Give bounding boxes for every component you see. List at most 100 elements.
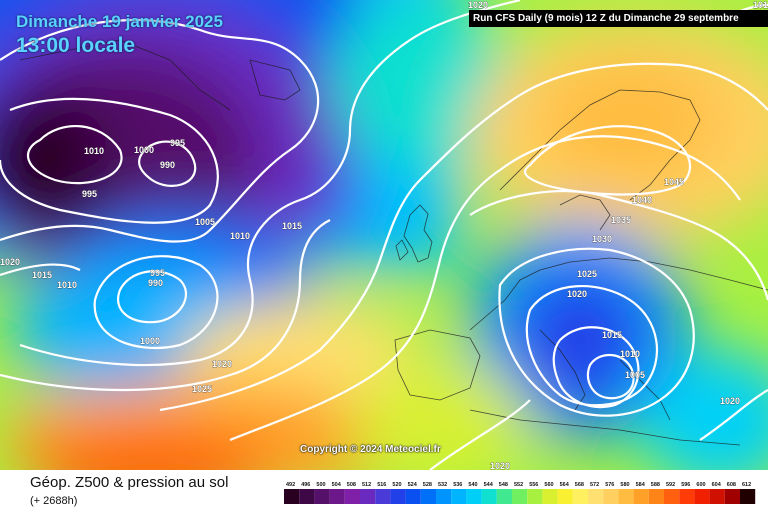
- legend-swatch: [390, 489, 406, 504]
- legend-tick-label: 576: [605, 482, 614, 488]
- legend-tick-label: 548: [499, 482, 508, 488]
- legend-swatch: [284, 489, 300, 504]
- legend-swatch: [557, 489, 573, 504]
- legend-tick-label: 516: [377, 482, 386, 488]
- legend-tick-label: 540: [468, 482, 477, 488]
- legend-tick-label: 512: [362, 482, 371, 488]
- isobar-label: 1020: [468, 0, 488, 10]
- legend-labels: 492 496 500 504 508 512 516 520 524 528 532 536 540 5…: [286, 482, 751, 488]
- legend-tick-label: 612: [742, 482, 751, 488]
- local-time: 13:00 locale: [16, 34, 136, 57]
- legend-swatch: [314, 489, 330, 504]
- isobar-label: 101: [753, 0, 768, 10]
- legend-swatch: [648, 489, 664, 504]
- product-title: Géop. Z500 & pression au sol: [30, 474, 229, 491]
- coastlines: [19, 39, 768, 446]
- legend-tick-label: 608: [727, 482, 736, 488]
- legend-tick-label: 596: [681, 482, 690, 488]
- legend-tick-label: 584: [636, 482, 646, 488]
- legend-swatch: [360, 489, 376, 504]
- isobar-labels: 1020 1010 1000 995 990 995 1005 1010 101…: [0, 0, 768, 470]
- legend-swatch: [420, 489, 436, 504]
- legend-swatch: [375, 489, 391, 504]
- legend-tick-label: 580: [620, 482, 629, 488]
- isobar-label: 1025: [577, 269, 597, 279]
- legend-tick-label: 520: [392, 482, 401, 488]
- isobar-label: 1010: [230, 231, 250, 241]
- isobar-label: 1020: [0, 257, 20, 267]
- legend-swatch: [633, 489, 649, 504]
- isobar-label: 1025: [192, 384, 212, 394]
- legend-swatch: [527, 489, 543, 504]
- geopotential-pressure-map: 1020 1010 1000 995 990 995 1005 1010 101…: [0, 0, 768, 470]
- isobar-label: 1010: [620, 349, 640, 359]
- isobar-label: 1020: [490, 461, 510, 470]
- geopotential-field: [0, 0, 768, 470]
- isobar-label: 1020: [567, 289, 587, 299]
- legend-swatch: [451, 489, 467, 504]
- legend-tick-label: 552: [514, 482, 523, 488]
- legend-swatch: [679, 489, 695, 504]
- legend-tick-label: 492: [286, 482, 295, 488]
- isobar-label: 995: [170, 138, 185, 148]
- color-scale-legend: 492 496 500 504 508 512 516 520 524 528 532 536 540 5…: [284, 482, 756, 504]
- isobar-label: 1000: [140, 336, 160, 346]
- isobar-label: 1005: [625, 370, 645, 380]
- forecast-date: Dimanche 19 janvier 2025: [16, 12, 223, 31]
- run-info: Run CFS Daily (9 mois) 12 Z du Dimanche …: [469, 10, 768, 27]
- isobar-label: 1030: [592, 234, 612, 244]
- legend-swatch: [512, 489, 528, 504]
- legend-swatch: [603, 489, 619, 504]
- legend-tick-label: 600: [696, 482, 705, 488]
- legend-tick-label: 556: [529, 482, 538, 488]
- legend-tick-label: 604: [712, 482, 722, 488]
- legend-swatch: [588, 489, 604, 504]
- isobar-label: 990: [148, 278, 163, 288]
- legend-tick-label: 588: [651, 482, 660, 488]
- legend-tick-label: 500: [316, 482, 325, 488]
- legend-tick-label: 568: [575, 482, 584, 488]
- legend-swatch: [405, 489, 421, 504]
- legend-tick-label: 508: [347, 482, 356, 488]
- legend-swatch: [344, 489, 360, 504]
- legend-tick-label: 544: [484, 482, 494, 488]
- isobar-label: 1015: [602, 330, 622, 340]
- legend-tick-label: 528: [423, 482, 432, 488]
- isobar-label: 1035: [611, 215, 631, 225]
- legend-swatch: [542, 489, 558, 504]
- legend-tick-label: 564: [560, 482, 570, 488]
- isobar-label: 1020: [720, 396, 740, 406]
- legend-swatch: [694, 489, 710, 504]
- weather-map: 1020 1010 1000 995 990 995 1005 1010 101…: [0, 0, 768, 470]
- copyright-notice: Copyright © 2024 Meteociel.fr: [300, 444, 441, 455]
- isobar-label: 1040: [632, 195, 652, 205]
- legend-swatch: [572, 489, 588, 504]
- legend-swatch: [709, 489, 725, 504]
- isobar-label: 995: [150, 268, 165, 278]
- legend-tick-label: 592: [666, 482, 675, 488]
- legend-swatch: [299, 489, 315, 504]
- legend-tick-label: 504: [332, 482, 342, 488]
- isobar-label: 1045: [664, 177, 684, 187]
- legend-tick-label: 536: [453, 482, 462, 488]
- legend-swatches: [284, 489, 756, 504]
- legend-tick-label: 524: [408, 482, 418, 488]
- legend-tick-label: 572: [590, 482, 599, 488]
- lead-time: (+ 2688h): [30, 495, 78, 507]
- legend-swatch: [664, 489, 680, 504]
- isobar-label: 1015: [32, 270, 52, 280]
- legend-tick-label: 532: [438, 482, 447, 488]
- isobar-label: 995: [82, 189, 97, 199]
- legend-swatch: [481, 489, 497, 504]
- legend-swatch: [436, 489, 452, 504]
- legend-tick-label: 496: [301, 482, 310, 488]
- isobar-label: 990: [160, 160, 175, 170]
- isobar-label: 1000: [134, 145, 154, 155]
- isobar-label: 1005: [195, 217, 215, 227]
- legend-swatch: [466, 489, 482, 504]
- isobar-label: 1010: [57, 280, 77, 290]
- isobar-label: 1010: [84, 146, 104, 156]
- legend-swatch: [329, 489, 345, 504]
- legend-tick-label: 560: [544, 482, 553, 488]
- legend-swatch: [740, 489, 756, 504]
